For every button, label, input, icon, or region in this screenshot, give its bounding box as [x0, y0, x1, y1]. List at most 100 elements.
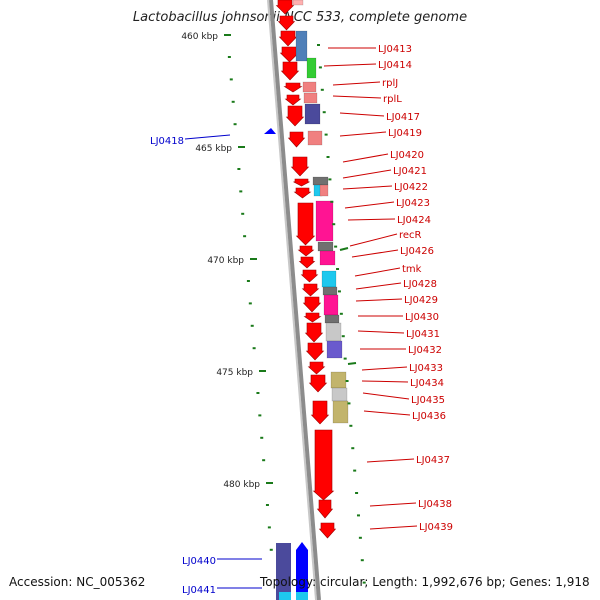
cog-block — [323, 294, 339, 316]
cds-forward-arrow — [275, 0, 295, 15]
cds-forward-arrow — [298, 256, 316, 269]
label-leader-line — [354, 267, 401, 277]
cds-forward-arrow — [305, 342, 325, 361]
cds-layer — [264, 0, 349, 600]
genome-summary-text: Topology: circular; Length: 1,992,676 bp… — [260, 575, 590, 589]
cds-forward-arrow — [302, 296, 322, 313]
cds-forward-arrow — [303, 312, 322, 323]
cog-block — [312, 176, 329, 186]
cds-forward-arrow — [278, 30, 298, 47]
cog-block — [321, 270, 337, 288]
genome-title: Lactobacillus johnsonii NCC 533, complet… — [132, 10, 468, 25]
cog-block — [292, 0, 304, 6]
cog-block — [279, 592, 291, 600]
gene-label: LJ0417 — [386, 112, 420, 123]
label-leader-line — [342, 185, 393, 190]
label-leader-line — [349, 233, 398, 247]
label-leader-line — [184, 134, 231, 140]
label-leader-line — [366, 458, 415, 463]
gene-label: LJ0419 — [388, 128, 422, 139]
gene-label: LJ0428 — [403, 279, 437, 290]
cds-forward-arrow — [293, 178, 310, 187]
cog-block — [276, 543, 291, 600]
cds-forward-arrow — [310, 400, 330, 425]
label-leader-line — [344, 201, 395, 209]
cds-forward-arrow — [290, 156, 310, 177]
cog-block — [303, 92, 318, 104]
gene-label: LJ0438 — [418, 499, 452, 510]
label-leader-line — [323, 63, 377, 67]
scale-label: 480 kbp — [223, 480, 260, 490]
scale-tick-right — [339, 247, 349, 251]
label-leader-line — [355, 298, 403, 302]
gene-label: LJ0413 — [378, 44, 412, 55]
gene-label: LJ0424 — [397, 215, 431, 226]
gene-label: rplJ — [382, 78, 398, 89]
cds-forward-arrow — [297, 245, 315, 257]
cog-block — [331, 387, 348, 402]
cds-forward-arrow — [300, 269, 319, 283]
cds-forward-arrow — [304, 322, 324, 343]
label-leader-line — [339, 131, 387, 137]
gene-label: LJ0434 — [410, 378, 444, 389]
cog-block — [322, 286, 338, 296]
label-leader-line — [361, 380, 409, 383]
cog-block — [319, 250, 336, 266]
label-leader-line — [332, 95, 382, 99]
cds-forward-arrow — [301, 283, 320, 297]
cog-block — [306, 57, 317, 79]
label-leader-line — [342, 169, 392, 179]
label-leader-line — [347, 218, 396, 221]
cog-block — [324, 314, 340, 324]
tick-layer — [224, 34, 366, 584]
cds-forward-arrow — [284, 94, 302, 106]
label-leader-line — [355, 282, 402, 290]
cog-block — [304, 103, 321, 125]
cog-block — [307, 130, 323, 146]
label-leader-line — [357, 330, 405, 334]
cds-forward-arrow — [312, 429, 335, 501]
gene-label: LJ0422 — [394, 182, 428, 193]
scale-label: 460 kbp — [181, 32, 218, 42]
cog-block — [296, 592, 308, 600]
gene-label: LJ0426 — [400, 246, 434, 257]
gene-label: tmk — [402, 264, 422, 275]
cds-reverse-arrow — [264, 128, 276, 134]
gene-label: LJ0423 — [396, 198, 430, 209]
gene-label: rplL — [383, 94, 402, 105]
label-leader-line — [342, 153, 389, 163]
cds-forward-arrow — [308, 374, 328, 393]
accession-text: Accession: NC_005362 — [9, 575, 146, 589]
cds-forward-arrow — [287, 131, 306, 148]
cog-block — [332, 400, 349, 424]
gene-label: LJ0435 — [411, 395, 445, 406]
scale-label: 470 kbp — [207, 256, 244, 266]
gene-label: LJ0439 — [419, 522, 453, 533]
label-leader-line — [351, 249, 399, 258]
cog-block — [326, 340, 343, 359]
label-leader-line — [369, 502, 417, 507]
scale-tick-right — [347, 362, 357, 365]
backbone-shadow — [267, 0, 317, 600]
gene-label: LJ0418 — [150, 136, 184, 147]
gene-label: LJ0440 — [182, 556, 216, 567]
cds-forward-arrow — [283, 82, 303, 93]
gene-label: LJ0437 — [416, 455, 450, 466]
cog-block — [317, 241, 334, 252]
gene-label: LJ0429 — [404, 295, 438, 306]
gene-label: LJ0431 — [406, 329, 440, 340]
gene-label: LJ0430 — [405, 312, 439, 323]
cds-forward-arrow — [316, 499, 334, 519]
label-leader-line — [362, 392, 410, 400]
cds-forward-arrow — [277, 15, 296, 31]
cds-forward-arrow — [280, 61, 300, 81]
cog-block — [319, 184, 329, 197]
cog-block — [302, 81, 317, 93]
label-leader-line — [332, 81, 381, 86]
cds-forward-arrow — [318, 522, 337, 539]
gene-label: LJ0436 — [412, 411, 446, 422]
gene-label: LJ0432 — [408, 345, 442, 356]
cds-reverse-arrow — [296, 542, 308, 600]
cds-forward-arrow — [293, 187, 312, 199]
label-leader-line — [369, 525, 418, 530]
